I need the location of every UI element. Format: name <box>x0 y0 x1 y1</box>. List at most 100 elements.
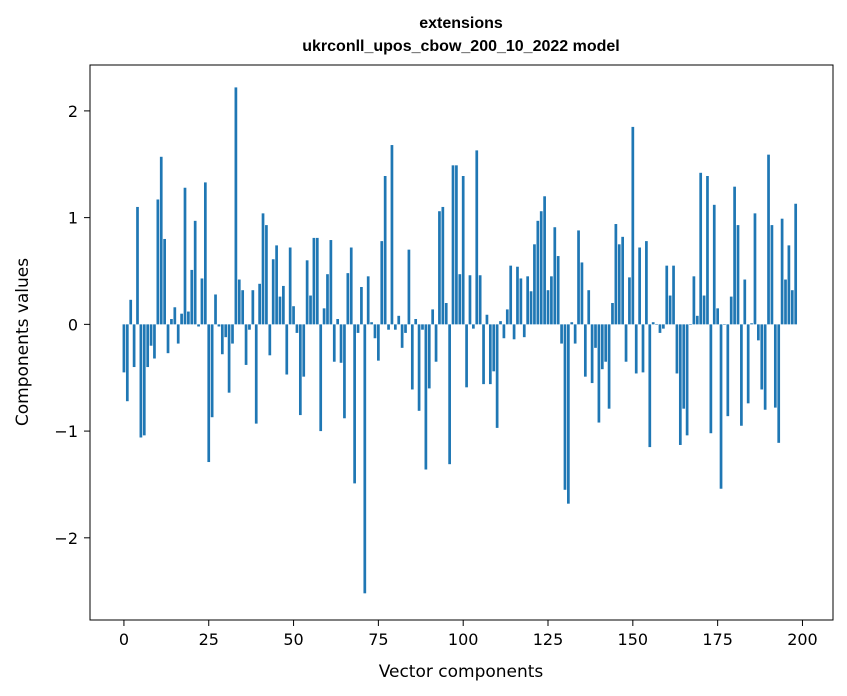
x-tick-label: 200 <box>787 630 818 649</box>
bar <box>611 303 614 325</box>
bar <box>387 324 390 330</box>
bar <box>655 324 658 325</box>
bar <box>346 273 350 325</box>
bar <box>638 247 641 325</box>
bar <box>231 324 234 344</box>
bar <box>214 294 217 325</box>
bar <box>431 309 435 325</box>
bar <box>424 324 428 470</box>
x-tick-label: 0 <box>119 630 129 649</box>
bar <box>787 245 791 325</box>
bar <box>794 203 798 325</box>
bar <box>516 266 519 325</box>
bar <box>410 324 414 390</box>
bar <box>733 186 736 325</box>
bar <box>268 324 272 356</box>
bar <box>193 220 197 325</box>
bar <box>315 237 319 325</box>
bar <box>587 290 591 325</box>
bar <box>658 324 662 333</box>
bar <box>458 274 462 325</box>
x-tick-label: 125 <box>533 630 564 649</box>
bar <box>519 278 523 325</box>
bar <box>356 324 360 333</box>
bar <box>377 324 380 361</box>
bar <box>662 324 665 329</box>
bar <box>142 324 146 436</box>
bar <box>129 299 133 325</box>
bar <box>750 323 753 325</box>
bar <box>689 324 692 325</box>
bar <box>526 276 530 325</box>
bar <box>472 324 475 329</box>
bar <box>692 276 696 325</box>
bar <box>390 145 394 325</box>
bar <box>136 206 139 325</box>
bar <box>322 308 326 325</box>
bar <box>210 324 214 418</box>
bar <box>183 187 187 325</box>
bar <box>275 245 278 325</box>
bar <box>522 324 526 338</box>
y-tick-label: −2 <box>54 529 78 548</box>
bar <box>767 154 770 325</box>
bar <box>560 324 563 344</box>
bar <box>438 211 441 325</box>
bar <box>617 244 621 325</box>
bar <box>590 324 594 384</box>
bar <box>200 278 204 325</box>
bar <box>288 247 292 325</box>
bar <box>512 324 516 340</box>
bar <box>604 324 608 362</box>
x-tick-label: 175 <box>702 630 733 649</box>
bar <box>203 182 207 325</box>
x-tick-label: 25 <box>199 630 219 649</box>
bar <box>258 283 261 325</box>
bar <box>770 225 774 325</box>
bar <box>624 324 628 362</box>
bar <box>254 324 258 424</box>
bar <box>614 224 618 325</box>
bar <box>132 324 136 368</box>
bar <box>539 211 543 325</box>
bar <box>790 290 794 325</box>
bar <box>651 322 655 325</box>
bar <box>570 322 574 325</box>
bar <box>180 313 183 325</box>
bar <box>699 172 703 325</box>
bar <box>339 324 343 363</box>
bar <box>628 277 631 325</box>
bar <box>309 295 312 325</box>
bar <box>760 324 764 390</box>
bar <box>220 324 224 355</box>
bar <box>743 279 747 325</box>
bar <box>363 324 367 594</box>
bar <box>190 269 194 325</box>
bar <box>400 324 404 348</box>
bar <box>217 324 221 327</box>
bar <box>577 230 580 325</box>
bar <box>499 321 502 325</box>
bar <box>621 236 625 325</box>
bar <box>163 238 166 325</box>
bar <box>502 324 506 339</box>
bar <box>298 324 302 416</box>
bar <box>329 240 333 325</box>
x-axis-label: Vector components <box>379 662 544 682</box>
bar <box>343 324 346 419</box>
bar <box>305 260 309 325</box>
bar <box>641 324 645 373</box>
chart-title-line1: extensions <box>419 15 503 32</box>
bar <box>451 165 455 325</box>
bar <box>404 324 407 333</box>
bar <box>349 247 353 325</box>
bar <box>241 290 245 325</box>
bar <box>583 324 587 377</box>
bar <box>553 227 557 325</box>
bar <box>678 324 682 445</box>
bar <box>224 324 228 338</box>
bar <box>139 324 143 438</box>
bars-group <box>122 87 798 594</box>
bar <box>166 324 170 354</box>
